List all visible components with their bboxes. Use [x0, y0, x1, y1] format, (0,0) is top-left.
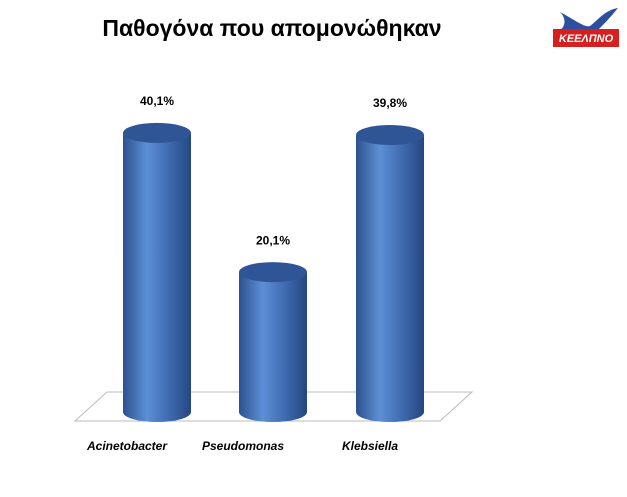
bar-body — [356, 134, 424, 422]
bar-body — [123, 132, 191, 423]
value-label: 39,8% — [373, 96, 407, 110]
bar — [239, 262, 307, 422]
logo: ΚΕΕΛΠΝΟ — [553, 8, 619, 47]
x-tick-label: Acinetobacter — [86, 439, 168, 453]
x-tick-label: Klebsiella — [342, 439, 398, 453]
bar — [123, 122, 191, 423]
bar — [356, 124, 424, 422]
bar-top — [123, 122, 191, 143]
logo-box — [553, 29, 619, 47]
chart-title: Παθογόνα που απομονώθηκαν — [102, 15, 441, 41]
bar-top — [239, 262, 307, 283]
logo-text: ΚΕΕΛΠΝΟ — [559, 33, 614, 45]
x-tick-label: Pseudomonas — [202, 439, 284, 453]
bar-body — [239, 272, 307, 422]
value-label: 40,1% — [140, 94, 174, 108]
value-label: 20,1% — [256, 233, 290, 247]
bar-top — [356, 124, 424, 145]
logo-bird — [560, 8, 618, 32]
